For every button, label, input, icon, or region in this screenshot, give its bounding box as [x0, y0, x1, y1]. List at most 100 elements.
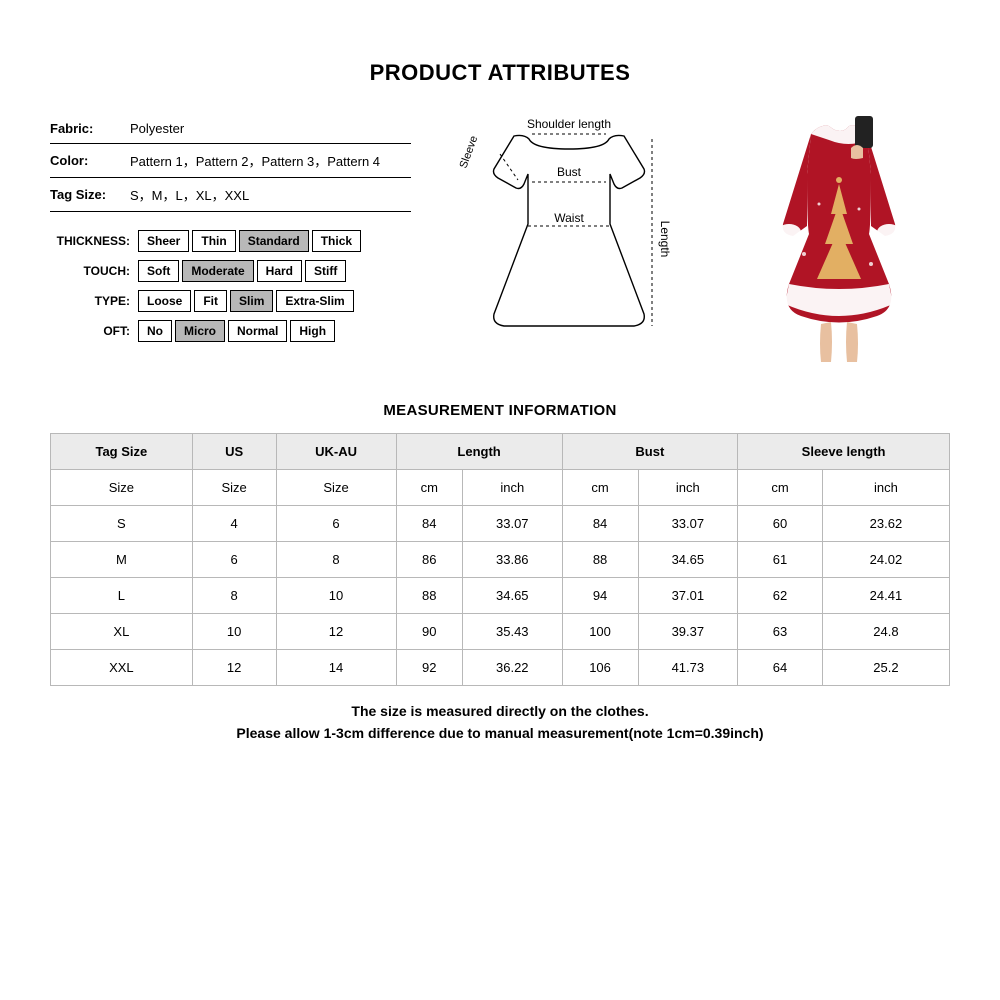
col-header: US [192, 434, 276, 470]
cell: 33.07 [638, 506, 738, 542]
option-moderate[interactable]: Moderate [182, 260, 253, 282]
option-fit[interactable]: Fit [194, 290, 227, 312]
cell: 63 [738, 614, 823, 650]
cell: 60 [738, 506, 823, 542]
table-row: XXL12149236.2210641.736425.2 [51, 650, 950, 686]
cell: 92 [396, 650, 462, 686]
label-bust: Bust [557, 165, 582, 179]
cell: 12 [276, 614, 396, 650]
option-loose[interactable]: Loose [138, 290, 191, 312]
selector-label: TYPE: [50, 294, 138, 308]
cell: 25.2 [822, 650, 949, 686]
cell: 100 [562, 614, 638, 650]
cell: 84 [562, 506, 638, 542]
option-thick[interactable]: Thick [312, 230, 361, 252]
col-header: Bust [562, 434, 738, 470]
label-waist: Waist [555, 211, 585, 225]
option-sheer[interactable]: Sheer [138, 230, 189, 252]
cell: 24.8 [822, 614, 949, 650]
cell: 37.01 [638, 578, 738, 614]
attr-value: Polyester [130, 121, 184, 136]
cell: 33.86 [462, 542, 562, 578]
cell: XL [51, 614, 193, 650]
cell: 14 [276, 650, 396, 686]
col-header: Sleeve length [738, 434, 950, 470]
option-no[interactable]: No [138, 320, 172, 342]
table-row: XL10129035.4310039.376324.8 [51, 614, 950, 650]
measurement-table: Tag SizeUSUK-AULengthBustSleeve length S… [50, 433, 950, 686]
sub-header: cm [562, 470, 638, 506]
cell: 62 [738, 578, 823, 614]
col-header: Tag Size [51, 434, 193, 470]
attributes-block: Fabric: Polyester Color: Pattern 1，Patte… [50, 114, 411, 350]
option-slim[interactable]: Slim [230, 290, 273, 312]
cell: 61 [738, 542, 823, 578]
cell: 64 [738, 650, 823, 686]
col-header: Length [396, 434, 562, 470]
option-extra-slim[interactable]: Extra-Slim [276, 290, 353, 312]
cell: 35.43 [462, 614, 562, 650]
label-sleeve: Sleeve [458, 134, 481, 170]
option-high[interactable]: High [290, 320, 335, 342]
cell: 23.62 [822, 506, 949, 542]
sub-header: cm [738, 470, 823, 506]
sub-header: Size [192, 470, 276, 506]
cell: 106 [562, 650, 638, 686]
option-stiff[interactable]: Stiff [305, 260, 346, 282]
sub-header: Size [276, 470, 396, 506]
selector-row: THICKNESS:SheerThinStandardThick [50, 230, 411, 252]
attr-label: Color: [50, 153, 130, 168]
cell: 10 [192, 614, 276, 650]
cell: 6 [192, 542, 276, 578]
attr-row-tagsize: Tag Size: S，M，L，XL，XXL [50, 178, 411, 212]
option-micro[interactable]: Micro [175, 320, 225, 342]
cell: 36.22 [462, 650, 562, 686]
sub-header: Size [51, 470, 193, 506]
table-row: S468433.078433.076023.62 [51, 506, 950, 542]
option-thin[interactable]: Thin [192, 230, 235, 252]
attr-label: Fabric: [50, 121, 130, 136]
product-image [728, 114, 950, 364]
label-shoulder: Shoulder length [527, 117, 611, 131]
selector-label: THICKNESS: [50, 234, 138, 248]
note-line-2: Please allow 1-3cm difference due to man… [50, 722, 950, 744]
cell: 34.65 [638, 542, 738, 578]
cell: 94 [562, 578, 638, 614]
option-normal[interactable]: Normal [228, 320, 287, 342]
option-standard[interactable]: Standard [239, 230, 309, 252]
cell: 86 [396, 542, 462, 578]
sub-header: inch [822, 470, 949, 506]
cell: 41.73 [638, 650, 738, 686]
cell: 34.65 [462, 578, 562, 614]
selector-label: OFT: [50, 324, 138, 338]
size-diagram: Shoulder length Sleeve Bust Waist Length [431, 114, 708, 364]
sub-header: cm [396, 470, 462, 506]
option-soft[interactable]: Soft [138, 260, 179, 282]
cell: 33.07 [462, 506, 562, 542]
cell: 88 [562, 542, 638, 578]
cell: 24.02 [822, 542, 949, 578]
table-row: M688633.868834.656124.02 [51, 542, 950, 578]
cell: 6 [276, 506, 396, 542]
cell: L [51, 578, 193, 614]
cell: 84 [396, 506, 462, 542]
attr-row-fabric: Fabric: Polyester [50, 114, 411, 144]
cell: 88 [396, 578, 462, 614]
attr-label: Tag Size: [50, 187, 130, 202]
attr-row-color: Color: Pattern 1，Pattern 2，Pattern 3，Pat… [50, 144, 411, 178]
cell: S [51, 506, 193, 542]
option-hard[interactable]: Hard [257, 260, 302, 282]
cell: 39.37 [638, 614, 738, 650]
selector-label: TOUCH: [50, 264, 138, 278]
selector-row: TYPE:LooseFitSlimExtra-Slim [50, 290, 411, 312]
dress-diagram-svg: Shoulder length Sleeve Bust Waist Length [454, 114, 684, 364]
selectors-block: THICKNESS:SheerThinStandardThick TOUCH:So… [50, 230, 411, 342]
cell: 8 [192, 578, 276, 614]
selector-row: TOUCH:SoftModerateHardStiff [50, 260, 411, 282]
attr-value: S，M，L，XL，XXL [130, 185, 249, 204]
measurement-header: MEASUREMENT INFORMATION [50, 402, 950, 419]
cell: 4 [192, 506, 276, 542]
cell: 8 [276, 542, 396, 578]
page-title: PRODUCT ATTRIBUTES [50, 60, 950, 86]
sub-header: inch [462, 470, 562, 506]
